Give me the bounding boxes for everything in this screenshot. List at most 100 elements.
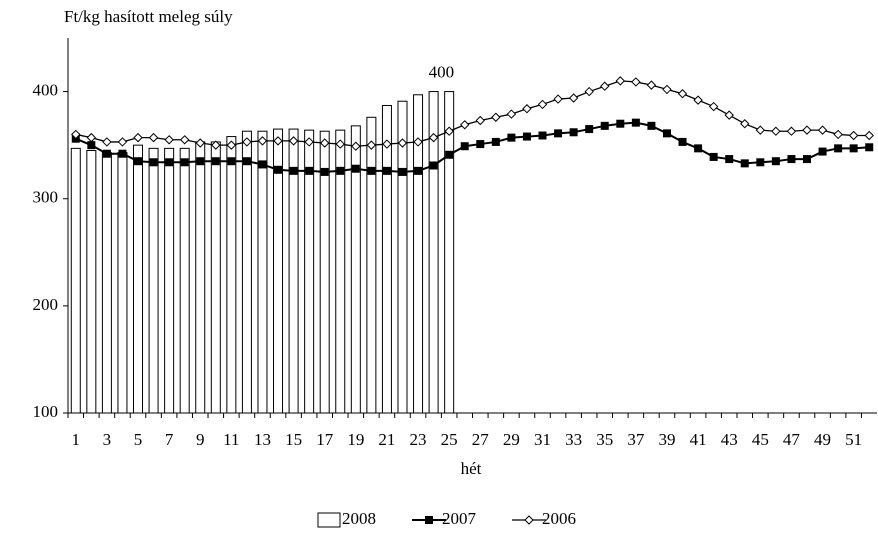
x-tick-label: 17 — [316, 430, 334, 449]
point — [724, 110, 734, 120]
point — [211, 140, 221, 150]
x-tick-label: 23 — [410, 430, 427, 449]
point — [849, 144, 858, 153]
x-tick-label: 39 — [658, 430, 675, 449]
point — [834, 144, 843, 153]
point — [180, 158, 189, 167]
point — [615, 76, 626, 86]
point — [117, 137, 128, 147]
bar — [195, 141, 206, 414]
point — [118, 149, 127, 158]
point — [87, 141, 96, 150]
y-tick-label: 400 — [33, 80, 59, 99]
point — [335, 139, 345, 149]
legend-label: 2008 — [342, 509, 376, 528]
point — [304, 137, 314, 147]
point — [86, 132, 97, 143]
x-tick-label: 29 — [503, 430, 520, 449]
point — [802, 125, 812, 135]
bar — [179, 147, 190, 414]
point — [833, 129, 843, 140]
y-axis-label: Ft/kg hasított meleg súly — [64, 7, 233, 26]
point — [413, 137, 423, 147]
point — [709, 152, 718, 161]
bar — [444, 91, 455, 414]
bar — [350, 125, 361, 414]
x-tick-label: 7 — [165, 430, 174, 449]
point — [289, 166, 298, 175]
point — [444, 126, 454, 136]
legend-swatch — [317, 512, 341, 528]
point — [507, 133, 516, 142]
point — [600, 81, 610, 91]
bar — [210, 141, 221, 414]
point — [786, 126, 797, 136]
x-tick-label: 43 — [721, 430, 738, 449]
point — [662, 84, 672, 95]
point — [319, 138, 330, 148]
bar — [70, 147, 81, 414]
point — [460, 142, 469, 151]
line — [75, 121, 870, 173]
x-tick-label: 11 — [223, 430, 239, 449]
point — [554, 129, 563, 138]
point — [848, 130, 859, 141]
point — [740, 119, 750, 129]
point — [476, 140, 485, 149]
point — [771, 157, 780, 166]
point — [475, 115, 485, 126]
x-tick-label: 9 — [196, 430, 205, 449]
bar — [133, 144, 144, 414]
point — [257, 136, 268, 146]
point — [165, 158, 174, 167]
point — [491, 112, 501, 122]
bar — [164, 147, 175, 414]
point — [522, 104, 532, 114]
point — [351, 141, 361, 151]
point — [677, 89, 688, 99]
point — [382, 139, 392, 149]
point — [149, 158, 158, 167]
point — [148, 132, 159, 143]
point — [616, 119, 625, 128]
point — [273, 136, 283, 146]
point — [537, 99, 548, 110]
bar — [86, 150, 97, 414]
x-tick-label: 25 — [441, 430, 458, 449]
point — [414, 166, 423, 175]
data-label: 400 — [429, 62, 455, 81]
point — [133, 132, 143, 143]
point — [71, 129, 81, 140]
bar — [304, 129, 315, 414]
bar — [117, 152, 128, 414]
point — [693, 95, 703, 105]
x-tick-label: 1 — [72, 430, 81, 449]
x-tick-label: 31 — [534, 430, 551, 449]
bar — [413, 94, 424, 414]
x-tick-label: 49 — [814, 430, 831, 449]
point — [242, 137, 252, 147]
point — [584, 86, 594, 97]
point — [491, 137, 500, 146]
point — [445, 150, 454, 159]
point — [538, 131, 547, 140]
point — [865, 143, 874, 152]
point — [274, 165, 283, 174]
point — [428, 132, 439, 143]
x-tick-label: 47 — [783, 430, 801, 449]
x-tick-label: 21 — [378, 430, 395, 449]
point — [771, 126, 781, 136]
point — [134, 157, 143, 166]
point — [646, 80, 657, 90]
point — [755, 125, 766, 135]
bar — [288, 128, 299, 414]
point — [288, 136, 299, 146]
point — [195, 138, 205, 148]
x-tick-label: 3 — [103, 430, 112, 449]
line — [75, 80, 870, 147]
x-tick-label: 15 — [285, 430, 302, 449]
point — [818, 147, 827, 156]
bar — [241, 130, 252, 414]
x-tick-label: 41 — [690, 430, 707, 449]
